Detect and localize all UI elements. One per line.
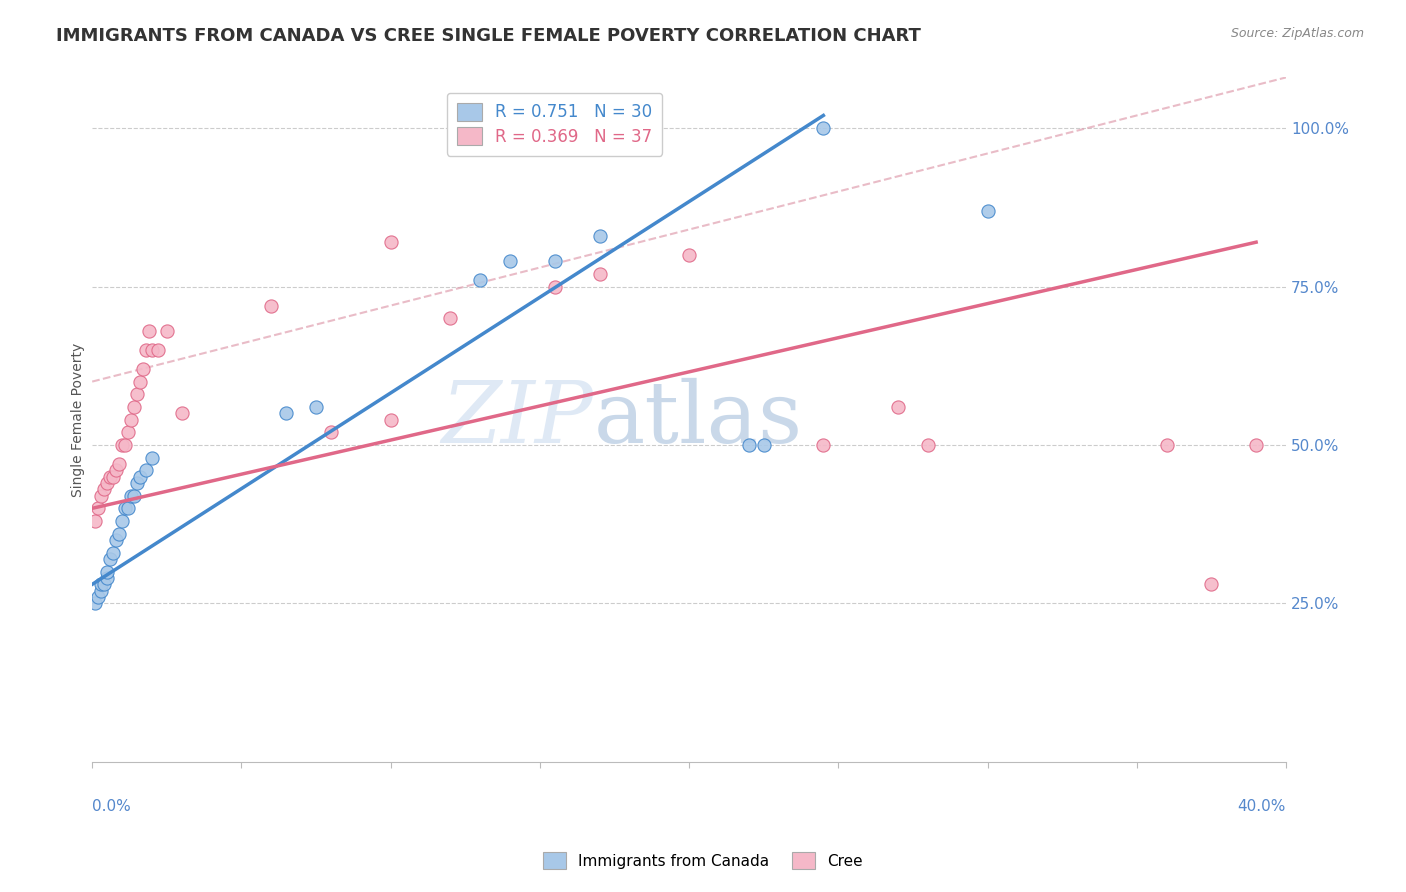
Point xyxy=(93,577,115,591)
Point xyxy=(499,254,522,268)
Text: atlas: atlas xyxy=(593,378,803,461)
Legend: R = 0.751   N = 30, R = 0.369   N = 37: R = 0.751 N = 30, R = 0.369 N = 37 xyxy=(447,93,662,156)
Point xyxy=(96,475,118,490)
Point xyxy=(90,577,112,591)
Text: ZIP: ZIP xyxy=(441,378,593,461)
Point xyxy=(111,514,134,528)
Point xyxy=(117,425,139,440)
Point xyxy=(108,526,131,541)
Point xyxy=(108,457,131,471)
Point xyxy=(141,450,163,465)
Point xyxy=(93,483,115,497)
Point xyxy=(125,475,148,490)
Text: 0.0%: 0.0% xyxy=(93,799,131,814)
Point xyxy=(122,489,145,503)
Point xyxy=(96,565,118,579)
Point xyxy=(84,514,107,528)
Point xyxy=(380,412,402,426)
Text: Source: ZipAtlas.com: Source: ZipAtlas.com xyxy=(1230,27,1364,40)
Point xyxy=(129,375,152,389)
Point xyxy=(101,469,124,483)
Point xyxy=(120,412,142,426)
Point xyxy=(141,343,163,357)
Point xyxy=(170,406,193,420)
Legend: Immigrants from Canada, Cree: Immigrants from Canada, Cree xyxy=(537,847,869,875)
Text: 40.0%: 40.0% xyxy=(1237,799,1286,814)
Point xyxy=(439,311,461,326)
Point xyxy=(90,489,112,503)
Point xyxy=(117,501,139,516)
Point xyxy=(917,438,939,452)
Point xyxy=(1244,438,1267,452)
Text: IMMIGRANTS FROM CANADA VS CREE SINGLE FEMALE POVERTY CORRELATION CHART: IMMIGRANTS FROM CANADA VS CREE SINGLE FE… xyxy=(56,27,921,45)
Point xyxy=(111,438,134,452)
Point xyxy=(122,400,145,414)
Point xyxy=(544,254,567,268)
Point xyxy=(87,590,110,604)
Point xyxy=(1156,438,1178,452)
Point xyxy=(125,387,148,401)
Point xyxy=(1201,577,1223,591)
Point xyxy=(87,501,110,516)
Point xyxy=(132,362,155,376)
Point xyxy=(588,267,610,281)
Point xyxy=(738,438,761,452)
Point xyxy=(813,438,835,452)
Point xyxy=(105,463,128,477)
Point xyxy=(135,463,157,477)
Point xyxy=(98,552,121,566)
Point xyxy=(544,279,567,293)
Point xyxy=(813,121,835,136)
Point xyxy=(138,324,160,338)
Point xyxy=(678,248,700,262)
Point xyxy=(129,469,152,483)
Point xyxy=(135,343,157,357)
Point xyxy=(470,273,492,287)
Point xyxy=(114,501,136,516)
Point xyxy=(260,299,283,313)
Point xyxy=(146,343,169,357)
Point xyxy=(84,596,107,610)
Point xyxy=(887,400,910,414)
Point xyxy=(976,203,998,218)
Y-axis label: Single Female Poverty: Single Female Poverty xyxy=(72,343,86,497)
Point xyxy=(752,438,775,452)
Point xyxy=(156,324,179,338)
Point xyxy=(305,400,328,414)
Point xyxy=(96,571,118,585)
Point xyxy=(90,583,112,598)
Point xyxy=(276,406,298,420)
Point xyxy=(588,228,610,243)
Point xyxy=(380,235,402,250)
Point xyxy=(98,469,121,483)
Point xyxy=(101,546,124,560)
Point xyxy=(319,425,342,440)
Point xyxy=(114,438,136,452)
Point xyxy=(120,489,142,503)
Point xyxy=(105,533,128,547)
